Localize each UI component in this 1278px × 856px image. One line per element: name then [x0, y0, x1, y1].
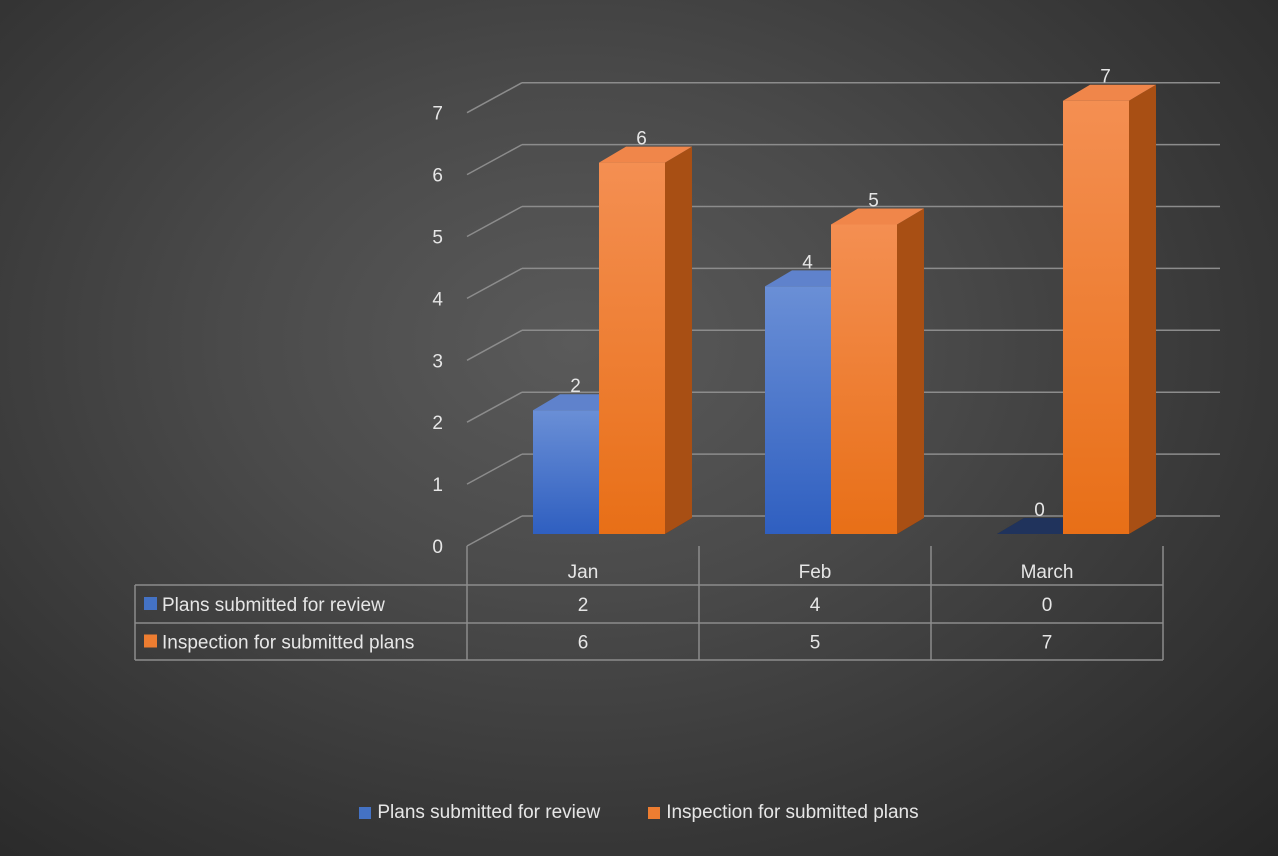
y-tick-0: 0 — [432, 537, 443, 558]
bar-inspection-for-submitted-plans-feb — [831, 224, 897, 534]
data-label-inspection-for-submitted-plans-jan: 6 — [636, 129, 647, 150]
table-header-jan: Jan — [568, 562, 599, 583]
table-cell-plans-submitted-for-review-jan: 2 — [578, 595, 589, 616]
bar-inspection-for-submitted-plans-march-side — [1129, 84, 1156, 534]
bar-inspection-for-submitted-plans-feb-top — [831, 208, 924, 225]
data-label-plans-submitted-for-review-march: 0 — [1034, 500, 1045, 521]
table-swatch-inspection-for-submitted-plans — [144, 634, 157, 648]
legend-item-plans-submitted: Plans submitted for review — [359, 802, 600, 824]
legend-swatch-orange — [648, 807, 661, 819]
bar-inspection-for-submitted-plans-march-top — [1063, 84, 1156, 101]
gridline-diag-6 — [466, 143, 523, 176]
y-tick-1: 1 — [432, 475, 443, 496]
legend-label-plans-submitted: Plans submitted for review — [377, 802, 601, 823]
gridline-diag-2 — [466, 391, 523, 423]
data-label-inspection-for-submitted-plans-feb: 5 — [868, 191, 879, 212]
table-header-feb: Feb — [799, 562, 832, 583]
y-tick-6: 6 — [432, 166, 443, 187]
legend-item-inspection: Inspection for submitted plans — [648, 802, 919, 824]
data-label-plans-submitted-for-review-jan: 2 — [570, 376, 581, 397]
y-tick-7: 7 — [432, 104, 443, 125]
y-tick-3: 3 — [432, 351, 443, 372]
data-table: Jan Feb March Plans submitted for review 2 4 0… — [134, 546, 1164, 661]
legend-swatch-blue — [359, 807, 372, 819]
bars — [533, 84, 1156, 534]
gridline-diag-7 — [466, 82, 523, 114]
data-label-plans-submitted-for-review-feb: 4 — [802, 252, 813, 273]
table-swatch-plans-submitted-for-review — [144, 597, 157, 610]
table-cell-plans-submitted-for-review-feb: 4 — [810, 595, 821, 616]
y-tick-2: 2 — [432, 413, 443, 434]
y-tick-5: 5 — [432, 228, 443, 249]
bar-inspection-for-submitted-plans-jan-side — [665, 146, 692, 534]
y-tick-4: 4 — [432, 289, 443, 310]
table-cell-inspection-for-submitted-plans-march: 7 — [1042, 633, 1053, 654]
bar-plans-submitted-for-review-jan — [533, 410, 599, 534]
gridline-diag-1 — [466, 453, 523, 485]
table-cell-inspection-for-submitted-plans-jan: 6 — [578, 633, 589, 654]
gridline-diag-4 — [466, 267, 523, 300]
gridline-diag-0 — [466, 515, 523, 547]
legend: Plans submitted for review Inspection fo… — [0, 802, 1278, 824]
table-row-label-inspection-for-submitted-plans: Inspection for submitted plans — [162, 633, 414, 654]
bar-inspection-for-submitted-plans-march — [1063, 100, 1129, 534]
data-labels: 2 6 4 5 0 7 — [570, 67, 1111, 521]
y-axis-ticks: 0 1 2 3 4 5 6 7 — [432, 104, 443, 558]
legend-label-inspection: Inspection for submitted plans — [666, 802, 919, 823]
table-header-march: March — [1021, 562, 1074, 583]
gridline-diag-5 — [466, 205, 523, 238]
gridline-diag-3 — [466, 329, 523, 361]
bar-plans-submitted-for-review-feb — [765, 286, 831, 534]
table-cell-inspection-for-submitted-plans-feb: 5 — [810, 633, 821, 654]
bar-inspection-for-submitted-plans-jan — [599, 162, 665, 534]
bar-inspection-for-submitted-plans-feb-side — [897, 208, 924, 534]
data-label-inspection-for-submitted-plans-march: 7 — [1100, 67, 1111, 88]
table-cell-plans-submitted-for-review-march: 0 — [1042, 595, 1053, 616]
bar-inspection-for-submitted-plans-jan-top — [599, 146, 692, 163]
table-row-label-plans-submitted-for-review: Plans submitted for review — [162, 595, 385, 616]
